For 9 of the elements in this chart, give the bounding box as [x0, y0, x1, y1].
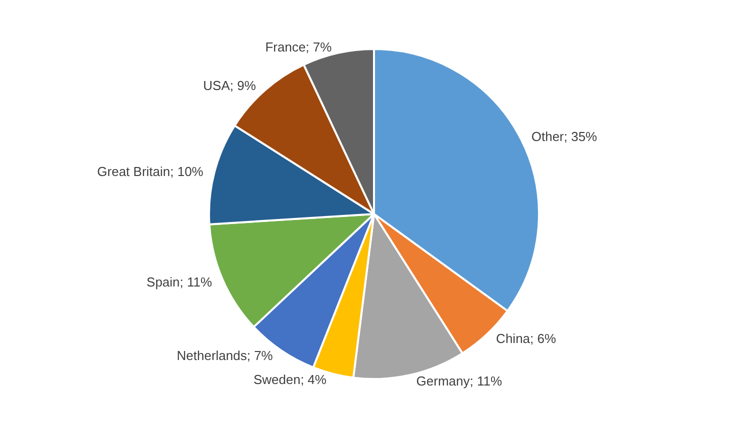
- slice-label: Great Britain; 10%: [97, 164, 204, 179]
- slice-label: Netherlands; 7%: [176, 348, 274, 363]
- slice-label: USA; 9%: [203, 78, 256, 94]
- slice-label: France; 7%: [265, 40, 332, 55]
- slice-label: China; 6%: [496, 331, 556, 346]
- slice-label: Germany; 11%: [416, 373, 502, 388]
- slice-label: Sweden; 4%: [253, 372, 327, 388]
- slice-label: Spain; 11%: [146, 274, 212, 290]
- slice-label: Other; 35%: [531, 128, 598, 144]
